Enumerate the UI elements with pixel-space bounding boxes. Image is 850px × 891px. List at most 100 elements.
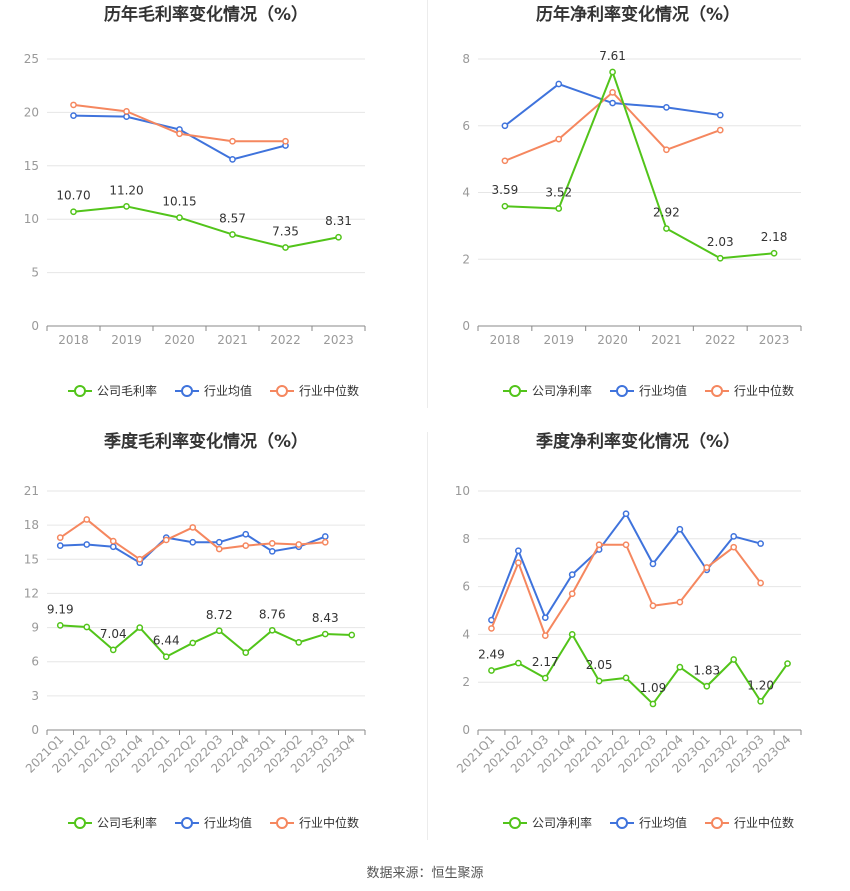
- legend-label-avg: 行业均值: [639, 383, 687, 398]
- data-label: 2.03: [707, 235, 734, 249]
- series-line-company: [73, 205, 339, 249]
- data-point-company: [56, 622, 64, 629]
- legend-swatch-marker-avg: [616, 385, 628, 397]
- chart-title: 季度毛利率变化情况（%）: [104, 431, 308, 452]
- data-point-median: [109, 537, 117, 545]
- data-point-company: [622, 674, 630, 682]
- chart-panel-annual-net-margin: 历年净利率变化情况（%） 0 2 4 6 8 2018 2019 2020 2021 2022 202…: [428, 0, 850, 420]
- data-label: 3.59: [492, 183, 519, 197]
- data-point-company: [282, 244, 289, 251]
- data-label: 2.18: [761, 230, 788, 244]
- panel-divider-vertical-top: [427, 0, 428, 408]
- data-point-median: [189, 524, 197, 531]
- data-point-company: [70, 208, 77, 216]
- y-tick-label: 4: [462, 186, 470, 200]
- data-point-median: [268, 540, 276, 547]
- data-point-avg: [229, 156, 236, 163]
- x-tick-label: 2020: [164, 333, 195, 347]
- data-point-company: [109, 646, 117, 654]
- data-point-company: [83, 623, 91, 631]
- data-point-median: [716, 126, 724, 134]
- annual-net-margin-chart: 历年净利率变化情况（%） 0 2 4 6 8 2018 2019 2020 2021 2022 202…: [462, 4, 802, 398]
- legend-swatch-marker-avg: [181, 385, 193, 397]
- data-point-company: [123, 203, 130, 210]
- data-point-company: [595, 677, 603, 685]
- chart-title: 历年净利率变化情况（%）: [536, 4, 740, 25]
- data-point-avg: [83, 541, 91, 548]
- data-point-company: [162, 653, 170, 661]
- data-point-median: [568, 590, 576, 598]
- data-point-avg: [541, 614, 549, 622]
- data-point-median: [501, 157, 509, 165]
- data-label: 1.83: [693, 663, 720, 677]
- legend-label-company: 公司毛利率: [97, 383, 157, 398]
- data-point-company: [703, 682, 711, 690]
- data-point-avg: [123, 113, 130, 121]
- data-point-avg: [56, 542, 64, 549]
- data-point-company: [676, 663, 684, 671]
- data-label: 1.09: [640, 681, 667, 695]
- y-tick-label: 10: [455, 484, 470, 498]
- x-tick-label: 2019: [111, 333, 142, 347]
- data-point-median: [83, 516, 91, 523]
- y-tick-label: 9: [31, 621, 39, 635]
- data-point-avg: [730, 533, 738, 540]
- y-tick-label: 0: [31, 723, 39, 737]
- x-tick-label: 2019: [543, 333, 574, 347]
- data-label: 8.43: [312, 611, 339, 625]
- data-point-median: [176, 130, 183, 138]
- legend-label-median: 行业中位数: [734, 383, 794, 398]
- data-point-avg: [676, 525, 684, 533]
- x-tick-label: 2021: [651, 333, 682, 347]
- y-tick-label: 0: [462, 319, 470, 333]
- data-point-median: [541, 632, 549, 639]
- legend-label-median: 行业中位数: [299, 815, 359, 830]
- y-tick-label: 6: [31, 655, 39, 669]
- data-point-company: [770, 249, 778, 257]
- data-point-company: [348, 631, 356, 639]
- annual-gross-margin-chart: 历年毛利率变化情况（%） 0 5 10 15 20 25 2018 2019 2020 2021 20…: [24, 4, 366, 398]
- legend-label-company: 公司净利率: [532, 815, 592, 830]
- data-point-avg: [189, 538, 197, 546]
- series-line-avg: [60, 533, 326, 564]
- series-line-median: [490, 543, 762, 637]
- x-tick-label: 2023: [759, 333, 790, 347]
- x-tick-label: 2020: [597, 333, 628, 347]
- quarterly-gross-margin-chart: 季度毛利率变化情况（%）0369121518212021Q12021Q22021…: [23, 431, 366, 830]
- y-tick-label: 25: [24, 52, 39, 66]
- data-point-median: [136, 555, 144, 563]
- data-source-note: 数据来源：恒生聚源: [0, 862, 850, 881]
- data-point-avg: [609, 99, 616, 107]
- data-point-company: [242, 649, 250, 656]
- data-point-company: [189, 639, 197, 647]
- legend-swatch-marker-median: [276, 817, 288, 829]
- y-tick-label: 4: [462, 627, 470, 641]
- data-point-company: [730, 656, 738, 663]
- legend-swatch-marker-avg: [181, 817, 193, 829]
- y-tick-label: 0: [31, 319, 39, 333]
- y-tick-label: 15: [24, 552, 39, 566]
- y-tick-label: 8: [462, 52, 470, 66]
- data-point-company: [488, 667, 495, 674]
- quarterly-net-margin-chart: 季度净利率变化情况（%）02468102021Q12021Q22021Q3202…: [454, 431, 802, 830]
- data-point-avg: [501, 122, 509, 130]
- x-tick-label: 2022: [705, 333, 736, 347]
- y-tick-label: 20: [24, 105, 39, 119]
- data-point-median: [676, 598, 684, 606]
- data-point-median: [622, 541, 630, 549]
- chart-panel-annual-gross-margin: 历年毛利率变化情况（%） 0 5 10 15 20 25 2018 2019 2020 2021 20…: [0, 0, 427, 420]
- data-point-median: [56, 534, 64, 542]
- data-point-median: [282, 137, 289, 145]
- data-point-company: [649, 700, 657, 708]
- data-label: 6.44: [153, 634, 180, 648]
- data-point-avg: [716, 111, 724, 119]
- data-point-avg: [568, 571, 576, 578]
- data-label: 8.76: [259, 607, 286, 621]
- y-tick-label: 6: [462, 119, 470, 133]
- data-point-company: [716, 254, 724, 262]
- series-line-company: [60, 624, 352, 658]
- data-label: 2.49: [478, 647, 505, 661]
- data-point-company: [541, 674, 549, 682]
- legend-swatch-marker-company: [509, 385, 521, 397]
- data-point-avg: [757, 540, 764, 547]
